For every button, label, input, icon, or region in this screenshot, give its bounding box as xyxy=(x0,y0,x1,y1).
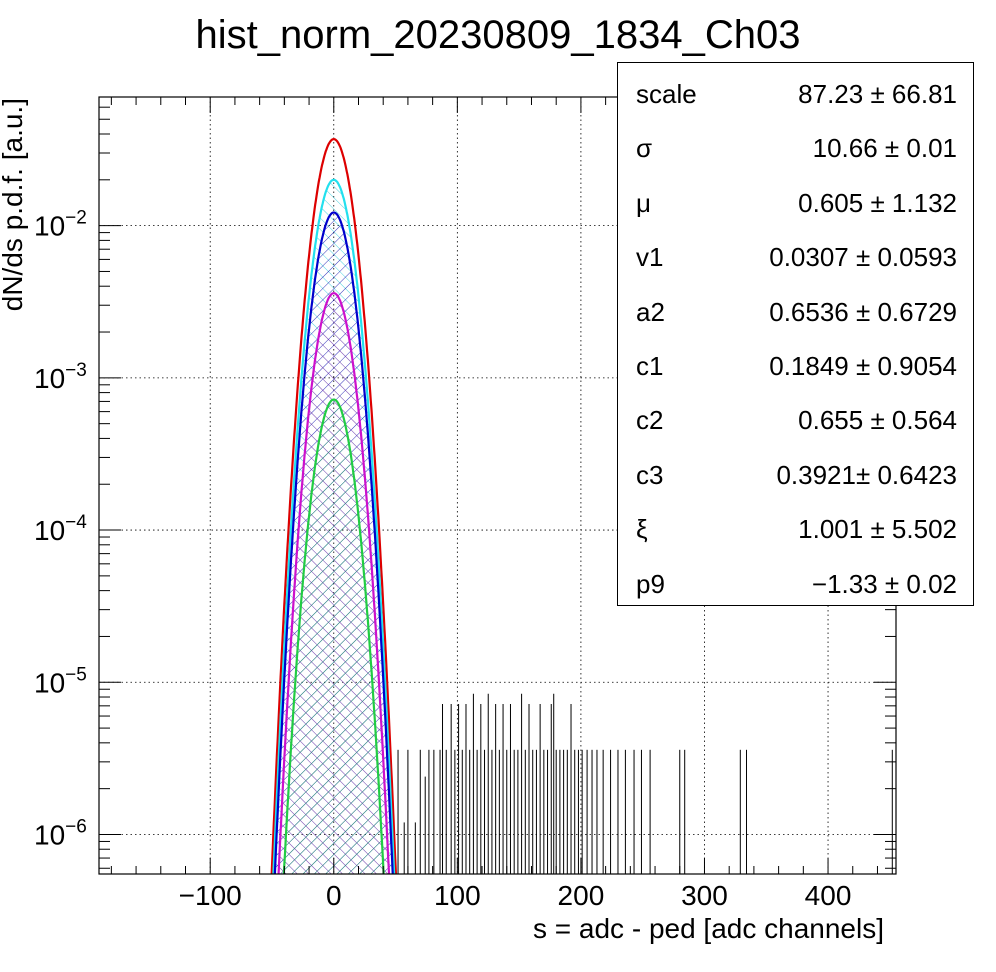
chart-title: hist_norm_20230809_1834_Ch03 xyxy=(196,13,801,57)
x-tick-label: 200 xyxy=(558,880,605,911)
fit-curve xyxy=(277,292,391,874)
x-tick-label: 400 xyxy=(805,880,852,911)
stat-name: c2 xyxy=(636,405,664,436)
y-tick-label: 10−6 xyxy=(34,816,87,850)
stat-name: p9 xyxy=(636,568,665,599)
x-tick-labels: −100 0 100 200 300 400 xyxy=(179,880,852,911)
stat-name: σ xyxy=(636,133,653,164)
stat-name: scale xyxy=(636,79,697,109)
stat-value: 87.23 ± 66.81 xyxy=(798,79,957,109)
stat-row: c3 0.3921± 0.6423 xyxy=(618,460,973,500)
y-axis-label: dN/ds p.d.f. [a.u.] xyxy=(0,98,28,311)
stat-name: v1 xyxy=(636,242,664,273)
x-tick-label: −100 xyxy=(179,880,242,911)
stat-row: c1 0.1849 ± 0.9054 xyxy=(618,351,973,391)
stat-row: c2 0.655 ± 0.564 xyxy=(618,405,973,445)
stat-row: v1 0.0307 ± 0.0593 xyxy=(618,242,973,282)
stat-value: 1.001 ± 5.502 xyxy=(798,514,957,545)
stat-row: p9 −1.33 ± 0.02 xyxy=(618,569,973,609)
y-tick-labels: 10−2 10−3 10−4 10−5 10−6 xyxy=(34,208,87,851)
stat-value: 0.6536 ± 0.6729 xyxy=(769,296,957,327)
fit-curve xyxy=(282,398,385,874)
fit-stats-box: scale 87.23 ± 66.81 σ 10.66 ± 0.01 μ 0.605 ± … xyxy=(617,62,974,606)
y-tick-label: 10−2 xyxy=(34,208,87,242)
fit-curves xyxy=(270,137,398,874)
x-tick-label: 100 xyxy=(434,880,481,911)
stat-value: 0.1849 ± 0.9054 xyxy=(769,351,957,381)
stat-row: a2 0.6536 ± 0.6729 xyxy=(618,297,973,337)
stat-name: μ xyxy=(636,187,651,218)
stat-value: 0.0307 ± 0.0593 xyxy=(769,242,957,273)
stat-row: ξ 1.001 ± 5.502 xyxy=(618,514,973,554)
fit-curve xyxy=(273,211,394,874)
stat-name: c1 xyxy=(636,351,664,381)
stat-value: 0.655 ± 0.564 xyxy=(798,405,957,436)
stat-row: scale 87.23 ± 66.81 xyxy=(618,79,973,119)
x-axis-label: s = adc - ped [adc channels] xyxy=(533,913,884,944)
y-tick-label: 10−3 xyxy=(34,360,87,394)
stat-name: c3 xyxy=(636,459,664,490)
x-tick-label: 300 xyxy=(681,880,728,911)
stat-value: 0.605 ± 1.132 xyxy=(798,187,957,218)
stat-value: −1.33 ± 0.02 xyxy=(811,568,957,599)
stat-row: μ 0.605 ± 1.132 xyxy=(618,188,973,228)
data-histogram xyxy=(397,693,893,874)
fit-curve xyxy=(272,178,396,874)
y-tick-label: 10−4 xyxy=(34,512,87,546)
stat-name: a2 xyxy=(636,296,665,327)
stat-name: ξ xyxy=(636,514,648,545)
fit-curve xyxy=(270,137,398,874)
stat-value: 0.3921± 0.6423 xyxy=(776,459,957,490)
stat-row: σ 10.66 ± 0.01 xyxy=(618,133,973,173)
y-tick-label: 10−5 xyxy=(34,664,87,698)
stat-value: 10.66 ± 0.01 xyxy=(812,133,957,164)
x-tick-label: 0 xyxy=(326,880,342,911)
